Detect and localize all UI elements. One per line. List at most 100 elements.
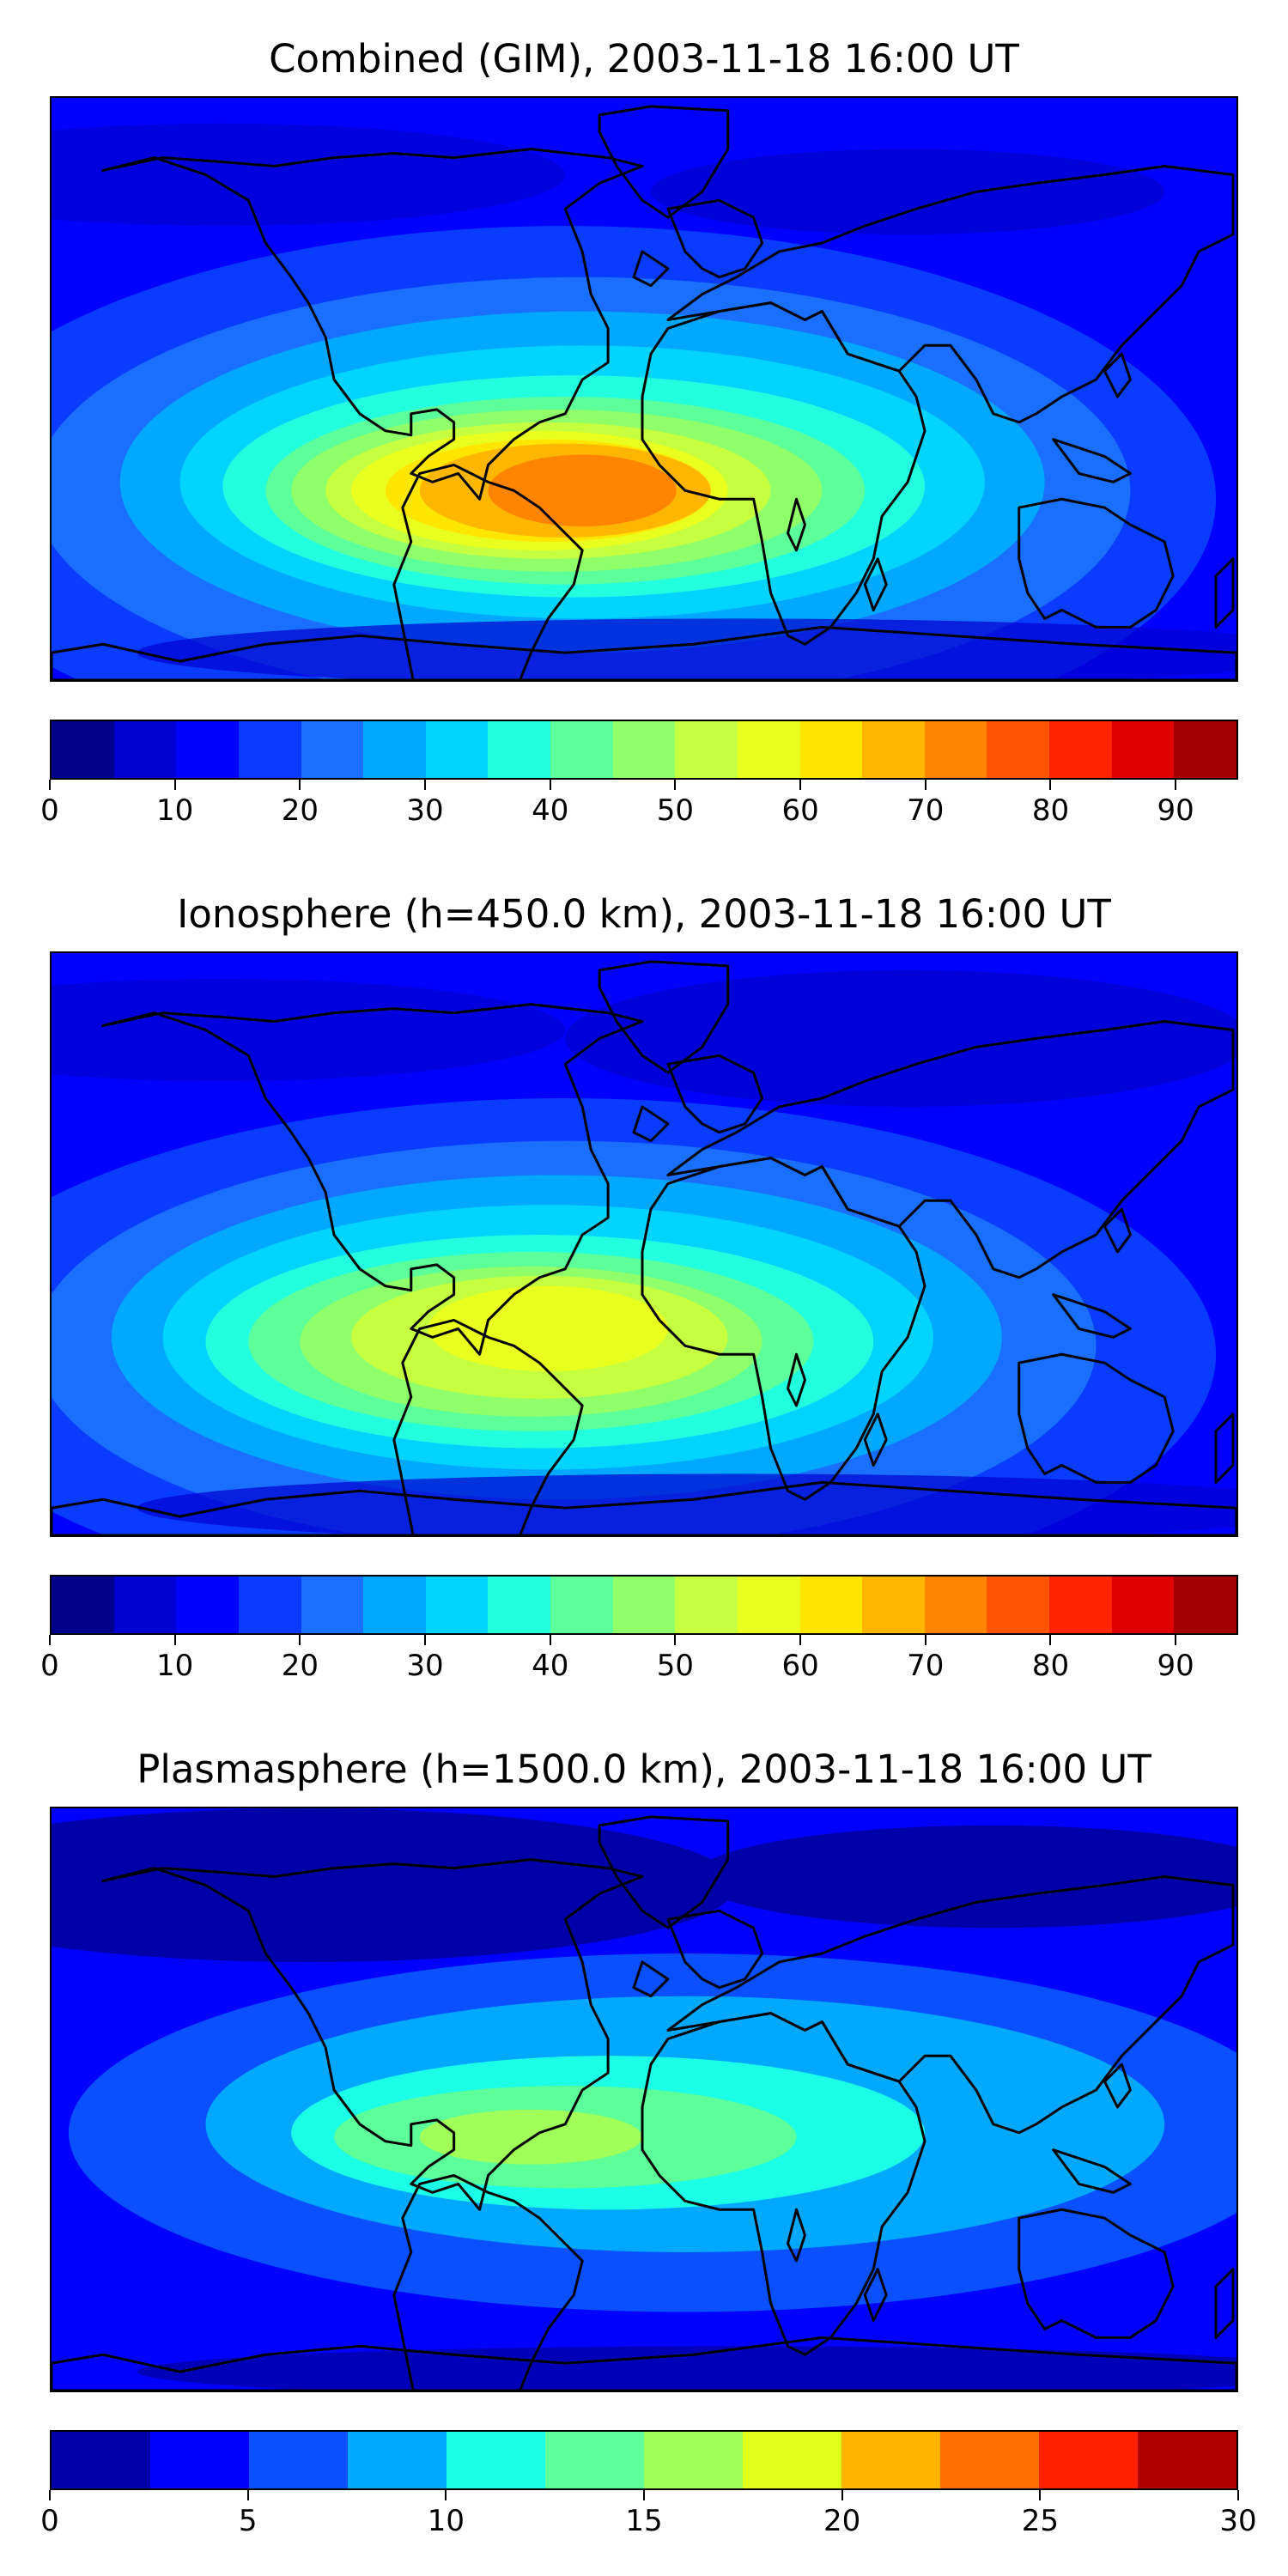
- colorbar-tick-label: 70: [907, 793, 945, 828]
- colorbar-swatch: [301, 1577, 364, 1633]
- colorbar-swatch: [113, 721, 177, 778]
- colorbar-tick: [1049, 780, 1052, 790]
- colorbar-swatch: [425, 721, 489, 778]
- colorbar-swatch: [799, 721, 863, 778]
- colorbar-tick: [173, 780, 176, 790]
- colorbar-tick-label: 5: [238, 2504, 258, 2538]
- colorbar-tick-label: 50: [656, 1649, 695, 1683]
- panel-title-plasmasphere: Plasmasphere (h=1500.0 km), 2003-11-18 1…: [137, 1747, 1151, 1792]
- colorbar-tick-label: 20: [281, 1649, 319, 1683]
- colorbar-tick-label: 0: [40, 793, 59, 828]
- map-combined: [50, 96, 1238, 682]
- colorbar-swatch: [1049, 721, 1112, 778]
- colorbar-swatch: [301, 721, 364, 778]
- colorbar-tick-label: 0: [40, 2504, 59, 2538]
- colorbar-tick: [674, 1635, 677, 1645]
- colorbar-swatch: [862, 1577, 925, 1633]
- colorbar-swatch: [176, 721, 239, 778]
- colorbar-swatch: [113, 1577, 177, 1633]
- colorbar-tick: [924, 1635, 927, 1645]
- colorbar-tick-label: 80: [1031, 793, 1070, 828]
- map-plasmasphere: [50, 1807, 1238, 2392]
- colorbar-tick: [1237, 2490, 1239, 2500]
- colorbar-swatch: [150, 2432, 249, 2488]
- colorbar-combined: [50, 720, 1238, 780]
- colorbar-tick-label: 10: [156, 793, 194, 828]
- colorbar-swatch: [488, 1577, 550, 1633]
- colorbar-tick: [841, 2490, 843, 2500]
- colorbar-swatch: [1039, 2432, 1138, 2488]
- colorbar-swatch: [249, 2432, 348, 2488]
- colorbar-swatch: [550, 1577, 613, 1633]
- colorbar-swatch: [348, 2432, 447, 2488]
- colorbar-swatch: [743, 2432, 841, 2488]
- colorbar-ticks-combined: 0 10 20 30 40 50 60 70 80 90: [40, 780, 1238, 831]
- colorbar-ticks-ionosphere: 0 10 20 30 40 50 60 70 80 90: [40, 1635, 1238, 1686]
- colorbar-swatch: [1174, 1577, 1236, 1633]
- panel-title-ionosphere: Ionosphere (h=450.0 km), 2003-11-18 16:0…: [177, 891, 1111, 937]
- colorbar-tick: [49, 1635, 51, 1645]
- colorbar-swatch: [238, 1577, 301, 1633]
- colorbar-tick-label: 50: [656, 793, 695, 828]
- panel-title-combined: Combined (GIM), 2003-11-18 16:00 UT: [269, 36, 1019, 82]
- colorbar-swatch: [52, 721, 114, 778]
- colorbar-swatch: [675, 1577, 738, 1633]
- colorbar-tick: [643, 2490, 645, 2500]
- colorbar-swatch: [545, 2432, 644, 2488]
- colorbar-tick: [1175, 780, 1177, 790]
- colorbar-tick: [424, 1635, 427, 1645]
- colorbar-ionosphere: [50, 1575, 1238, 1635]
- colorbar-tick: [1039, 2490, 1042, 2500]
- colorbar-tick-label: 40: [532, 793, 569, 828]
- colorbar-tick-label: 90: [1157, 1649, 1194, 1683]
- colorbar-tick-label: 15: [625, 2504, 663, 2538]
- colorbar-swatch: [612, 1577, 676, 1633]
- colorbar-swatch: [1138, 2432, 1236, 2488]
- colorbar-swatch: [447, 2432, 545, 2488]
- colorbar-tick-label: 60: [781, 1649, 819, 1683]
- colorbar-tick: [549, 1635, 551, 1645]
- colorbar-tick-label: 20: [281, 793, 319, 828]
- colorbar-swatch: [363, 721, 426, 778]
- colorbar-swatch: [52, 1577, 114, 1633]
- colorbar-tick: [246, 2490, 249, 2500]
- colorbar-tick: [173, 1635, 176, 1645]
- colorbar-tick: [1175, 1635, 1177, 1645]
- colorbar-tick: [424, 780, 427, 790]
- colorbar-swatch: [675, 721, 738, 778]
- colorbar-swatch: [238, 721, 301, 778]
- colorbar-tick: [549, 780, 551, 790]
- colorbar-tick-label: 25: [1021, 2504, 1059, 2538]
- colorbar-tick-label: 30: [1219, 2504, 1257, 2538]
- colorbar-tick: [1049, 1635, 1052, 1645]
- colorbar-tick: [799, 1635, 802, 1645]
- colorbar-tick-label: 30: [406, 793, 444, 828]
- colorbar-swatch: [737, 1577, 800, 1633]
- colorbar-swatch: [1111, 721, 1175, 778]
- colorbar-tick-label: 10: [156, 1649, 194, 1683]
- colorbar-swatch: [644, 2432, 743, 2488]
- colorbar-swatch: [176, 1577, 239, 1633]
- colorbar-tick: [299, 780, 301, 790]
- colorbar-swatch: [488, 721, 550, 778]
- colorbar-swatch: [550, 721, 613, 778]
- colorbar-tick-label: 10: [427, 2504, 465, 2538]
- colorbar-swatch: [363, 1577, 426, 1633]
- colorbar-tick: [49, 780, 51, 790]
- map-ionosphere: [50, 951, 1238, 1537]
- colorbar-tick-label: 40: [532, 1649, 569, 1683]
- colorbar-swatch: [841, 2432, 940, 2488]
- colorbar-tick-label: 90: [1157, 793, 1194, 828]
- colorbar-plasmasphere: [50, 2430, 1238, 2490]
- colorbar-tick-label: 30: [406, 1649, 444, 1683]
- colorbar-tick: [674, 780, 677, 790]
- colorbar-tick-label: 70: [907, 1649, 945, 1683]
- colorbar-swatch: [612, 721, 676, 778]
- colorbar-swatch: [1111, 1577, 1175, 1633]
- colorbar-tick: [799, 780, 802, 790]
- colorbar-swatch: [799, 1577, 863, 1633]
- colorbar-swatch: [1049, 1577, 1112, 1633]
- colorbar-tick-label: 80: [1031, 1649, 1070, 1683]
- colorbar-ticks-plasmasphere: 0 5 10 15 20 25 30: [40, 2490, 1257, 2542]
- colorbar-swatch: [940, 2432, 1039, 2488]
